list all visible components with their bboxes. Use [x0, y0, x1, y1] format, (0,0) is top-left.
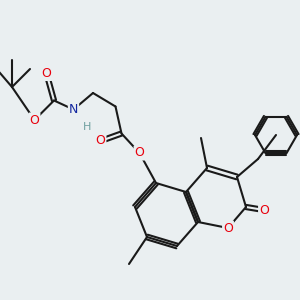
Text: O: O — [259, 203, 269, 217]
Text: O: O — [30, 113, 39, 127]
Text: H: H — [83, 122, 91, 133]
Text: O: O — [223, 221, 233, 235]
Text: N: N — [69, 103, 78, 116]
Text: O: O — [135, 146, 144, 160]
Text: O: O — [42, 67, 51, 80]
Text: O: O — [96, 134, 105, 148]
